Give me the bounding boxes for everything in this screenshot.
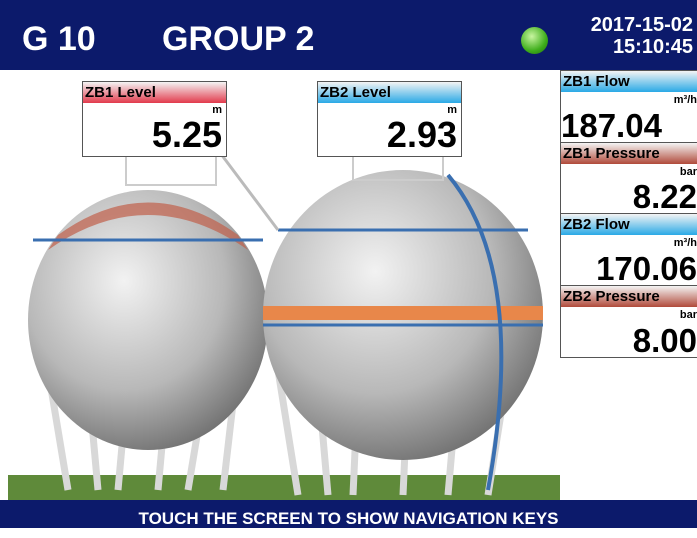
- sphere-1: [28, 190, 268, 450]
- panel-label: ZB1 Level: [83, 82, 226, 103]
- group-id: G 10: [22, 20, 96, 58]
- reading-panel: ZB1 Pressure bar 8.22: [560, 142, 697, 214]
- reading-unit: bar: [679, 309, 697, 321]
- stripe: [263, 306, 543, 320]
- reading-value: 8.22: [632, 178, 697, 214]
- status-led: [521, 27, 548, 54]
- reading-unit: m³/h: [673, 237, 697, 249]
- tank-panel: ZB2 Level m 2.93: [317, 81, 462, 157]
- reading-value: 8.00: [632, 322, 697, 358]
- reading-panel: ZB1 Flow m³/h 187.04: [560, 70, 697, 143]
- rust: [48, 202, 248, 250]
- footer-hint[interactable]: TOUCH THE SCREEN TO SHOW NAVIGATION KEYS: [0, 500, 697, 528]
- panel-label: ZB2 Level: [318, 82, 461, 103]
- tank-image: [8, 149, 560, 500]
- ground: [8, 475, 560, 500]
- reading-value: 170.06: [596, 250, 697, 286]
- panel-unit: m: [447, 104, 457, 116]
- panel-unit: m: [212, 104, 222, 116]
- date: 2017-15-02: [590, 14, 693, 36]
- reading-panel: ZB2 Pressure bar 8.00: [560, 285, 697, 358]
- reading-unit: bar: [679, 166, 697, 178]
- reading-label: ZB1 Flow: [561, 71, 697, 92]
- tank-panel: ZB1 Level m 5.25: [82, 81, 227, 157]
- datetime: 2017-15-02 15:10:45: [591, 14, 693, 58]
- reading-value: 187.04: [561, 107, 662, 143]
- panel-value: 5.25: [151, 114, 222, 155]
- reading-label: ZB2 Flow: [561, 214, 697, 235]
- reading-panel: ZB2 Flow m³/h 170.06: [560, 213, 697, 286]
- reading-label: ZB1 Pressure: [561, 143, 697, 164]
- panel-value: 2.93: [386, 114, 457, 155]
- time: 15:10:45: [612, 36, 693, 58]
- top-bar: G 10 GROUP 2 2017-15-02 15:10:45: [0, 0, 697, 70]
- group-name: GROUP 2: [162, 20, 315, 58]
- reading-unit: m³/h: [673, 94, 697, 106]
- reading-label: ZB2 Pressure: [561, 286, 697, 307]
